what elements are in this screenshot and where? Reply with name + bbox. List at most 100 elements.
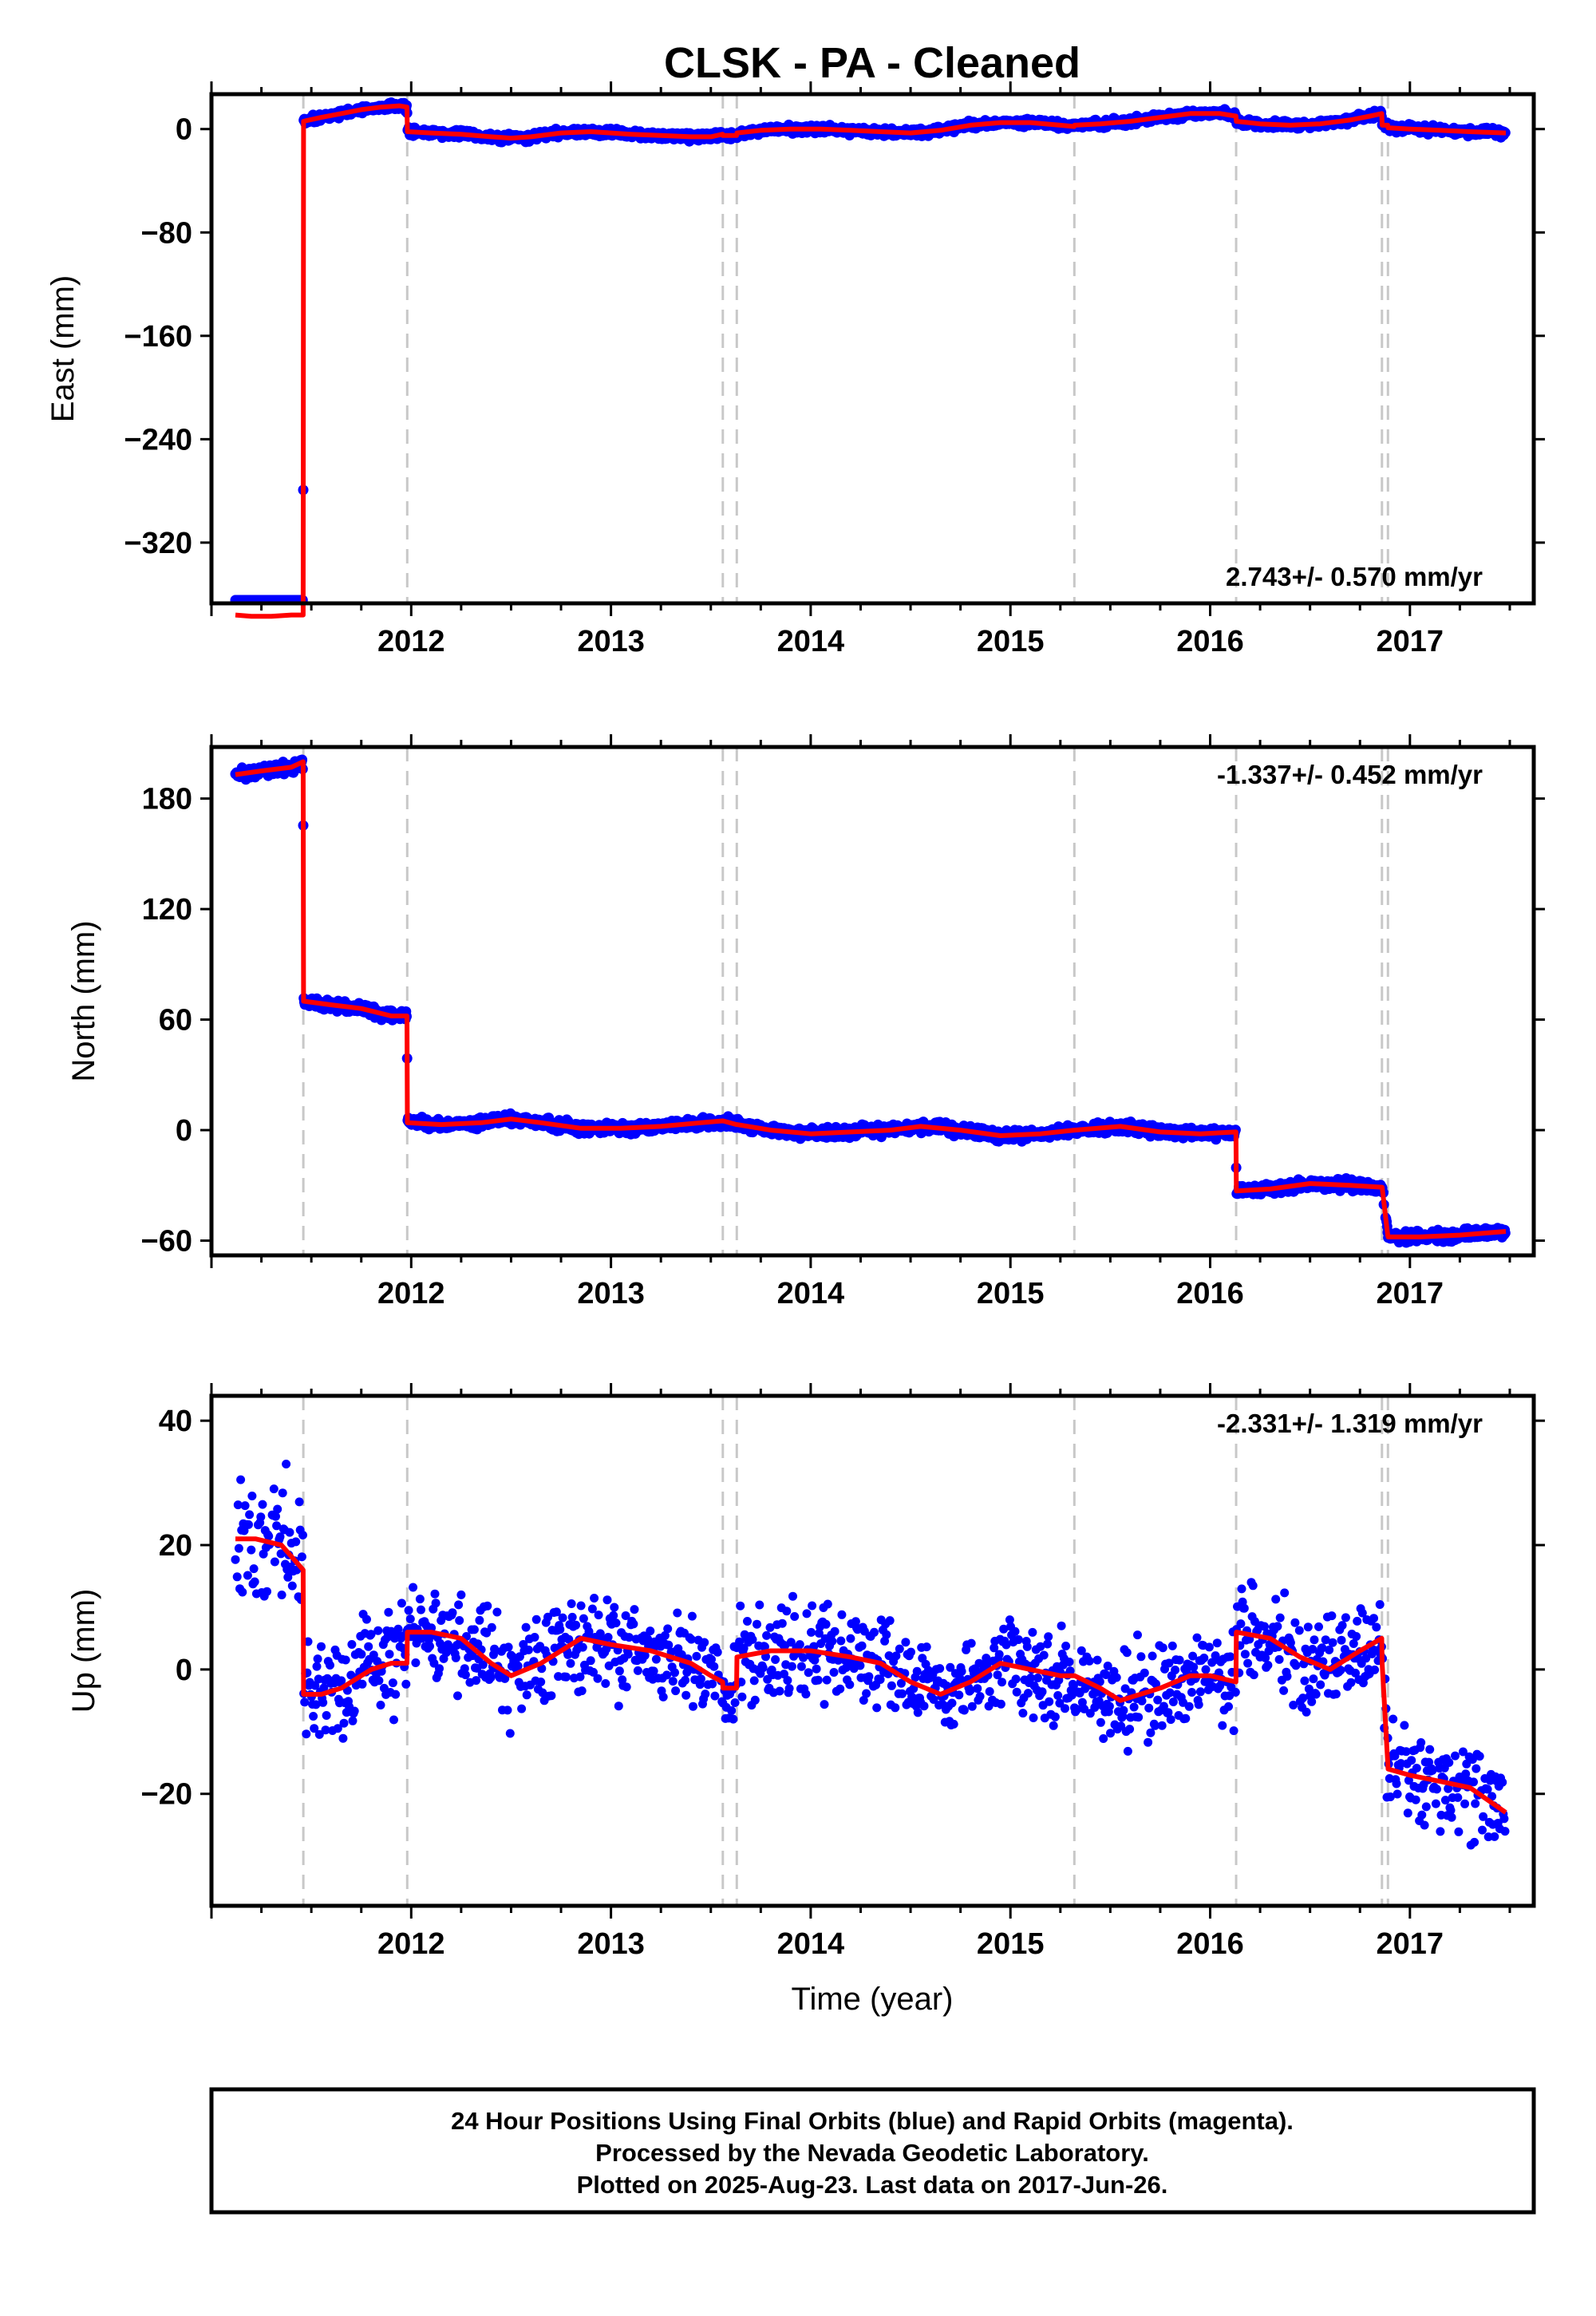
data-point (593, 1674, 602, 1683)
data-point (298, 1531, 307, 1539)
data-point (357, 1650, 366, 1659)
data-point (571, 1620, 581, 1630)
data-point (566, 1658, 575, 1668)
x-tick-label: 2012 (377, 625, 445, 658)
data-point (415, 1595, 425, 1604)
data-point (630, 1605, 639, 1614)
data-point (451, 1653, 460, 1662)
y-tick-label: 0 (176, 113, 192, 147)
data-point (409, 1583, 418, 1592)
data-point (671, 1686, 681, 1696)
x-tick-label: 2013 (577, 1277, 645, 1310)
data-point (629, 1619, 638, 1629)
data-point (231, 1555, 240, 1564)
data-point (475, 1615, 484, 1625)
x-tick-label: 2016 (1176, 625, 1244, 658)
y-tick-label: 60 (159, 1004, 192, 1037)
data-point (238, 1587, 247, 1597)
data-point (547, 1691, 556, 1701)
x-tick-label: 2014 (777, 1277, 845, 1310)
data-point (487, 1622, 496, 1632)
data-point (358, 1679, 367, 1689)
data-point (614, 1666, 624, 1676)
data-point (472, 1676, 481, 1686)
data-point (454, 1600, 464, 1610)
data-point (341, 1655, 350, 1665)
data-point (404, 1606, 413, 1615)
data-point (317, 1642, 326, 1651)
data-point (232, 1572, 242, 1582)
data-point (633, 1666, 642, 1675)
data-point (483, 1601, 492, 1611)
data-point (503, 1705, 512, 1715)
data-point (623, 1650, 633, 1659)
data-point (602, 1595, 612, 1605)
data-point (405, 1614, 415, 1624)
data-point (384, 1607, 393, 1617)
data-point (504, 1642, 513, 1652)
data-point (278, 1488, 287, 1498)
data-point (425, 1642, 434, 1651)
data-point (322, 1711, 331, 1720)
data-point (294, 1497, 304, 1507)
data-point (536, 1678, 546, 1686)
data-point (309, 1712, 318, 1721)
data-point (285, 1528, 294, 1537)
data-point (391, 1690, 401, 1699)
data-point (256, 1512, 266, 1522)
data-point (594, 1611, 603, 1620)
data-point (453, 1691, 462, 1701)
x-tick-label: 2017 (1377, 1277, 1444, 1310)
data-point (431, 1599, 440, 1608)
data-point (610, 1603, 619, 1612)
y-tick-label: 120 (142, 893, 192, 927)
data-point (435, 1664, 444, 1674)
data-point (250, 1577, 259, 1587)
data-point (531, 1614, 541, 1624)
data-point (430, 1589, 440, 1599)
data-point (590, 1594, 599, 1603)
velocity-label: -1.337+/- 0.452 mm/yr (1217, 760, 1483, 789)
data-point (562, 1672, 571, 1682)
data-point (417, 1605, 425, 1614)
data-point (373, 1626, 383, 1635)
data-point (297, 1552, 306, 1562)
x-tick-label: 2015 (977, 1277, 1045, 1310)
data-point (460, 1670, 470, 1680)
data-point (249, 1564, 259, 1574)
data-point (287, 1581, 297, 1591)
data-point (448, 1608, 457, 1618)
data-point (347, 1640, 357, 1649)
data-point (258, 1500, 267, 1509)
data-point (517, 1704, 527, 1713)
y-tick-label: −320 (124, 527, 192, 560)
data-point (388, 1678, 397, 1688)
data-point (236, 1475, 246, 1484)
data-point (362, 1614, 371, 1624)
data-point (364, 1642, 373, 1651)
data-point (579, 1614, 588, 1623)
data-point (555, 1625, 565, 1634)
figure-title: CLSK - PA - Cleaned (664, 39, 1080, 87)
data-point (350, 1706, 359, 1716)
data-point (282, 1460, 291, 1468)
data-point (601, 1679, 610, 1688)
data-point (668, 1677, 678, 1686)
data-point (318, 1697, 328, 1707)
data-point (401, 1679, 411, 1689)
data-point (277, 1591, 286, 1599)
data-point (244, 1520, 253, 1529)
y-axis-title: North (mm) (66, 920, 101, 1081)
x-tick-label: 2017 (1377, 625, 1444, 658)
data-point (558, 1613, 567, 1622)
data-point (469, 1625, 479, 1634)
y-tick-label: −160 (124, 320, 192, 354)
data-point (234, 1543, 243, 1553)
y-tick-label: −80 (141, 216, 192, 250)
data-point (300, 1697, 310, 1707)
data-point (651, 1654, 661, 1664)
y-tick-label: 180 (142, 783, 192, 816)
velocity-label: 2.743+/- 0.570 mm/yr (1226, 562, 1483, 591)
data-point (646, 1626, 655, 1636)
